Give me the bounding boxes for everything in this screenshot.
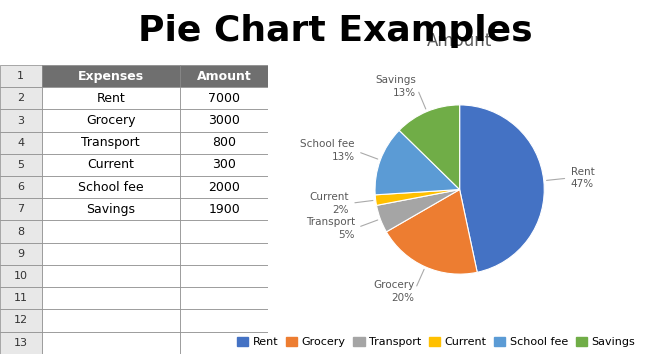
Wedge shape <box>399 105 460 190</box>
Bar <box>42 287 180 309</box>
Text: 8: 8 <box>17 227 24 236</box>
Bar <box>0 87 42 109</box>
Text: Rent
47%: Rent 47% <box>571 167 595 189</box>
Text: 3000: 3000 <box>208 114 240 127</box>
Text: Current: Current <box>87 158 134 171</box>
Text: 7000: 7000 <box>208 92 240 105</box>
Text: 800: 800 <box>212 136 236 149</box>
Bar <box>0 132 42 154</box>
Text: School fee
13%: School fee 13% <box>301 139 355 162</box>
Text: Amount: Amount <box>197 70 252 83</box>
Text: 1900: 1900 <box>208 203 240 216</box>
Wedge shape <box>460 105 544 272</box>
Bar <box>180 198 268 221</box>
Text: 6: 6 <box>17 182 24 192</box>
Text: Transport
5%: Transport 5% <box>306 217 355 240</box>
Bar <box>0 109 42 132</box>
Bar <box>0 331 42 354</box>
Bar <box>42 243 180 265</box>
Text: Savings
13%: Savings 13% <box>376 75 417 98</box>
Bar <box>42 132 180 154</box>
Bar <box>180 132 268 154</box>
Text: Expenses: Expenses <box>78 70 144 83</box>
Text: 7: 7 <box>17 204 24 214</box>
Bar <box>42 221 180 243</box>
Bar <box>42 154 180 176</box>
Bar <box>180 265 268 287</box>
Bar <box>42 265 180 287</box>
Bar <box>180 154 268 176</box>
Wedge shape <box>375 190 460 205</box>
Text: Grocery: Grocery <box>86 114 136 127</box>
Text: 2000: 2000 <box>208 180 240 193</box>
Text: 2: 2 <box>17 93 24 103</box>
Bar <box>0 243 42 265</box>
Wedge shape <box>375 130 460 195</box>
Bar <box>42 309 180 331</box>
Wedge shape <box>376 190 460 232</box>
Bar <box>180 176 268 198</box>
Text: Transport: Transport <box>81 136 140 149</box>
Bar <box>180 65 268 87</box>
Bar <box>180 287 268 309</box>
Bar <box>42 198 180 221</box>
Text: 10: 10 <box>14 271 28 281</box>
Bar <box>0 287 42 309</box>
Bar <box>180 243 268 265</box>
Bar <box>180 331 268 354</box>
Bar <box>42 87 180 109</box>
Bar <box>0 65 42 87</box>
Bar <box>0 265 42 287</box>
Bar <box>0 176 42 198</box>
Bar <box>42 65 180 87</box>
Text: Grocery
20%: Grocery 20% <box>373 280 414 303</box>
Text: School fee: School fee <box>78 180 144 193</box>
Bar <box>42 176 180 198</box>
Text: 9: 9 <box>17 249 24 259</box>
Text: Pie Chart Examples: Pie Chart Examples <box>138 14 533 48</box>
Bar <box>42 331 180 354</box>
Text: Current
2%: Current 2% <box>309 192 349 215</box>
Text: 4: 4 <box>17 138 24 148</box>
Bar <box>180 109 268 132</box>
Bar <box>0 154 42 176</box>
Text: Rent: Rent <box>97 92 125 105</box>
Text: 12: 12 <box>13 316 28 326</box>
Bar <box>0 198 42 221</box>
Wedge shape <box>386 190 477 274</box>
Text: 5: 5 <box>17 160 24 170</box>
Text: 3: 3 <box>17 116 24 126</box>
Text: 13: 13 <box>14 338 28 348</box>
Bar <box>0 309 42 331</box>
Bar <box>180 309 268 331</box>
Bar <box>180 87 268 109</box>
Text: 300: 300 <box>212 158 236 171</box>
Bar <box>0 221 42 243</box>
Legend: Rent, Grocery, Transport, Current, School fee, Savings: Rent, Grocery, Transport, Current, Schoo… <box>233 333 639 352</box>
Text: 11: 11 <box>14 293 28 303</box>
Bar <box>42 109 180 132</box>
Text: Savings: Savings <box>86 203 136 216</box>
Bar <box>180 221 268 243</box>
Text: 1: 1 <box>17 71 24 81</box>
Title: Amount: Amount <box>427 32 493 50</box>
